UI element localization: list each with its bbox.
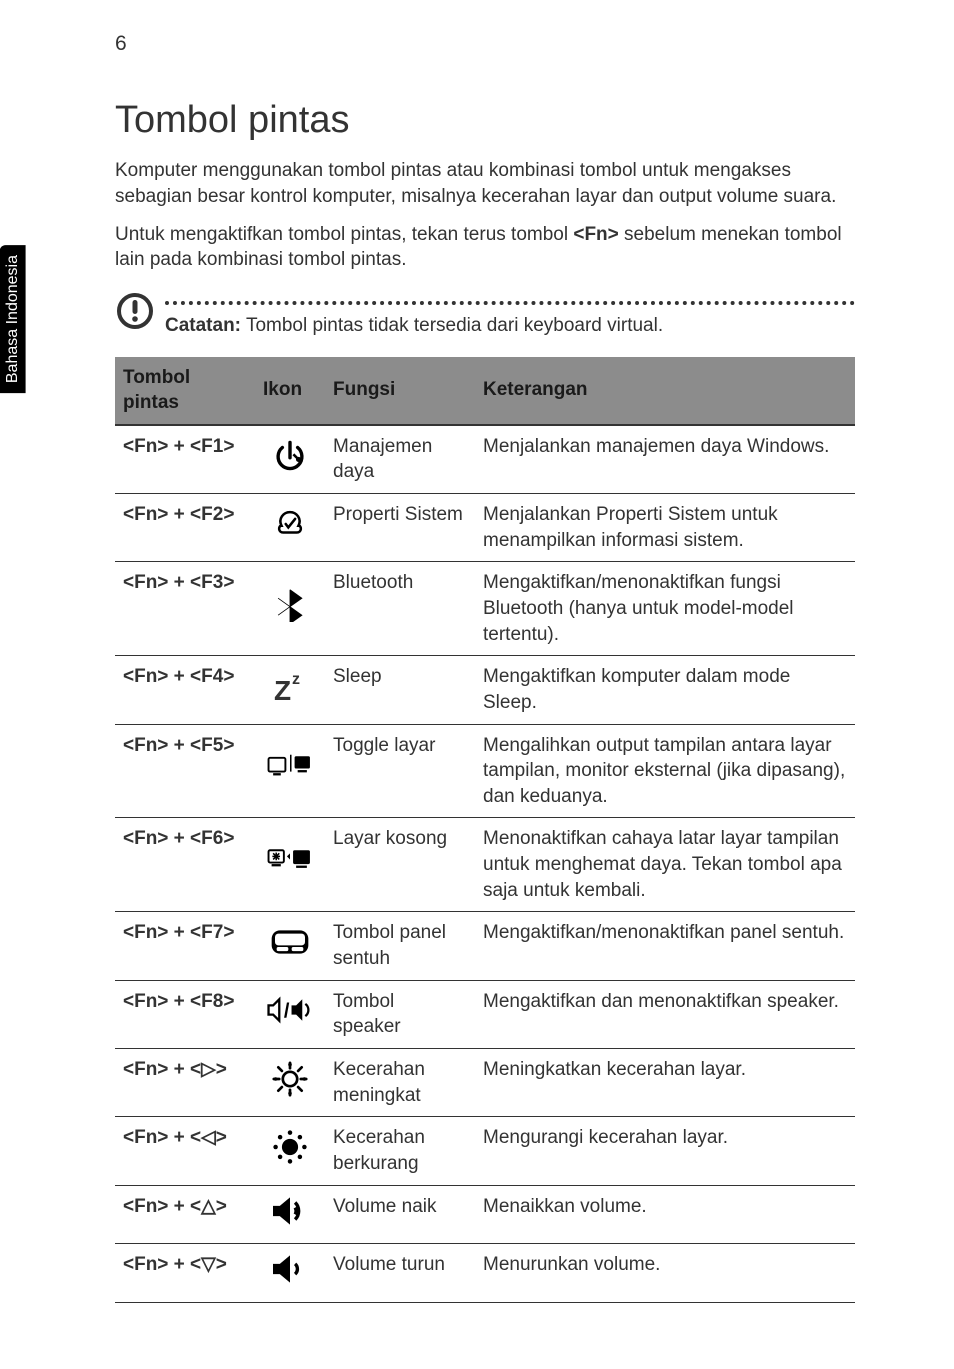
alert-icon	[115, 291, 155, 339]
th-func: Fungsi	[325, 357, 475, 425]
function-cell: Kecerahan meningkat	[325, 1048, 475, 1116]
volume-down-icon	[255, 1244, 325, 1303]
description-cell: Menurunkan volume.	[475, 1244, 855, 1303]
touchpad-icon	[255, 912, 325, 980]
page-title: Tombol pintas	[115, 95, 855, 146]
function-cell: Bluetooth	[325, 562, 475, 656]
table-row: <Fn> + <▽> Volume turunMenurunkan volume.	[115, 1244, 855, 1303]
table-row: <Fn> + <F3> BluetoothMengaktifkan/menonak…	[115, 562, 855, 656]
note-body: Tombol pintas tidak tersedia dari keyboa…	[241, 315, 663, 336]
brightness-up-icon	[255, 1048, 325, 1116]
table-row: <Fn> + <▷> Kecerahan meningkatMeningkatka…	[115, 1048, 855, 1116]
svg-text:z: z	[292, 671, 300, 688]
function-cell: Kecerahan berkurang	[325, 1117, 475, 1185]
hotkey-cell: <Fn> + <F1>	[115, 425, 255, 494]
function-cell: Properti Sistem	[325, 494, 475, 562]
note-divider	[165, 301, 855, 305]
description-cell: Mengalihkan output tampilan antara layar…	[475, 724, 855, 818]
description-cell: Mengurangi kecerahan layar.	[475, 1117, 855, 1185]
p2-pre: Untuk mengaktifkan tombol pintas, tekan …	[115, 224, 573, 245]
hotkey-cell: <Fn> + <F4>	[115, 656, 255, 724]
table-row: <Fn> + <F6> Layar kosongMenonaktifkan cah…	[115, 818, 855, 912]
intro-paragraph-1: Komputer menggunakan tombol pintas atau …	[115, 158, 855, 209]
intro-paragraph-2: Untuk mengaktifkan tombol pintas, tekan …	[115, 222, 855, 273]
hotkey-cell: <Fn> + <F2>	[115, 494, 255, 562]
page-number: 6	[115, 30, 127, 58]
speaker-icon: /	[255, 980, 325, 1048]
function-cell: Volume turun	[325, 1244, 475, 1303]
hotkey-cell: <Fn> + <F6>	[115, 818, 255, 912]
table-row: <Fn> + <F5> Toggle layarMengalihkan outpu…	[115, 724, 855, 818]
description-cell: Mengaktifkan komputer dalam mode Sleep.	[475, 656, 855, 724]
hotkey-cell: <Fn> + <◁>	[115, 1117, 255, 1185]
function-cell: Manajemen daya	[325, 425, 475, 494]
description-cell: Menjalankan Properti Sistem untuk menamp…	[475, 494, 855, 562]
svg-text:Z: Z	[274, 675, 291, 706]
th-hotkey: Tombol pintas	[115, 357, 255, 425]
description-cell: Menaikkan volume.	[475, 1185, 855, 1244]
power-mgmt-icon	[255, 425, 325, 494]
brightness-down-icon	[255, 1117, 325, 1185]
volume-up-icon	[255, 1185, 325, 1244]
blank-screen-icon	[255, 818, 325, 912]
table-row: <Fn> + <◁> Kecerahan berkurangMengurangi …	[115, 1117, 855, 1185]
hotkey-cell: <Fn> + <F8>	[115, 980, 255, 1048]
table-row: <Fn> + <F4>ZzSleepMengaktifkan komputer …	[115, 656, 855, 724]
table-row: <Fn> + <F2> Properti SistemMenjalankan Pr…	[115, 494, 855, 562]
function-cell: Tombol panel sentuh	[325, 912, 475, 980]
page-content: Tombol pintas Komputer menggunakan tombo…	[115, 95, 855, 1303]
hotkey-cell: <Fn> + <▽>	[115, 1244, 255, 1303]
language-side-tab: Bahasa Indonesia	[0, 245, 26, 393]
description-cell: Menonaktifkan cahaya latar layar tampila…	[475, 818, 855, 912]
sleep-icon: Zz	[255, 656, 325, 724]
hotkey-table: Tombol pintas Ikon Fungsi Keterangan <Fn…	[115, 357, 855, 1303]
note-text: Catatan: Tombol pintas tidak tersedia da…	[165, 313, 855, 339]
note-label: Catatan:	[165, 315, 241, 336]
table-row: <Fn> + <F7> Tombol panel sentuhMengaktifk…	[115, 912, 855, 980]
hotkey-cell: <Fn> + <△>	[115, 1185, 255, 1244]
note-block: Catatan: Tombol pintas tidak tersedia da…	[115, 291, 855, 339]
function-cell: Tombol speaker	[325, 980, 475, 1048]
function-cell: Volume naik	[325, 1185, 475, 1244]
table-row: <Fn> + <F1> Manajemen dayaMenjalankan man…	[115, 425, 855, 494]
description-cell: Mengaktifkan/menonaktifkan fungsi Blueto…	[475, 562, 855, 656]
description-cell: Mengaktifkan/menonaktifkan panel sentuh.	[475, 912, 855, 980]
p2-bold: <Fn>	[573, 224, 618, 245]
table-row: <Fn> + <△> Volume naikMenaikkan volume.	[115, 1185, 855, 1244]
function-cell: Sleep	[325, 656, 475, 724]
table-row: <Fn> + <F8> / Tombol speakerMengaktifkan d…	[115, 980, 855, 1048]
description-cell: Mengaktifkan dan menonaktifkan speaker.	[475, 980, 855, 1048]
function-cell: Layar kosong	[325, 818, 475, 912]
svg-text:/: /	[284, 1001, 290, 1023]
bluetooth-icon	[255, 562, 325, 656]
hotkey-cell: <Fn> + <F7>	[115, 912, 255, 980]
description-cell: Meningkatkan kecerahan layar.	[475, 1048, 855, 1116]
function-cell: Toggle layar	[325, 724, 475, 818]
hotkey-cell: <Fn> + <F3>	[115, 562, 255, 656]
th-icon: Ikon	[255, 357, 325, 425]
hotkey-cell: <Fn> + <▷>	[115, 1048, 255, 1116]
display-toggle-icon	[255, 724, 325, 818]
system-properties-icon	[255, 494, 325, 562]
hotkey-cell: <Fn> + <F5>	[115, 724, 255, 818]
th-desc: Keterangan	[475, 357, 855, 425]
description-cell: Menjalankan manajemen daya Windows.	[475, 425, 855, 494]
